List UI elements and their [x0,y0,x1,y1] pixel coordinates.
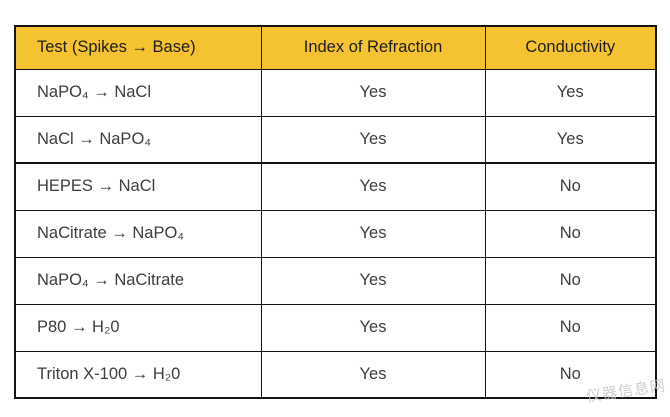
table-row: NaPO₄ → NaCl Yes Yes [14,68,657,117]
index-of-refraction-cell: Yes [260,350,486,399]
conductivity-cell: Yes [484,115,657,164]
table-row: NaPO₄ → NaCitrate Yes No [14,256,657,305]
table-row: NaCitrate → NaPO₄ Yes No [14,209,657,258]
test-cell: Triton X-100 → H₂0 [14,350,262,399]
table-row: P80 → H₂0 Yes No [14,303,657,352]
test-cell: NaCl → NaPO₄ [14,115,262,164]
conductivity-cell: No [484,209,657,258]
header-index-of-refraction: Index of Refraction [260,25,486,70]
index-of-refraction-cell: Yes [260,256,486,305]
table-row: NaCl → NaPO₄ Yes Yes [14,115,657,164]
conductivity-cell: No [484,162,657,211]
test-cell: HEPES → NaCl [14,162,262,211]
index-of-refraction-cell: Yes [260,209,486,258]
conductivity-cell: No [484,350,657,399]
conductivity-cell: Yes [484,68,657,117]
conductivity-cell: No [484,303,657,352]
table-row: Triton X-100 → H₂0 Yes No [14,350,657,399]
test-cell: P80 → H₂0 [14,303,262,352]
header-conductivity: Conductivity [484,25,657,70]
test-cell: NaPO₄ → NaCitrate [14,256,262,305]
index-of-refraction-cell: Yes [260,115,486,164]
header-test: Test (Spikes → Base) [14,25,262,70]
spike-test-table: Test (Spikes → Base) Index of Refraction… [14,25,657,399]
index-of-refraction-cell: Yes [260,68,486,117]
table-header-row: Test (Spikes → Base) Index of Refraction… [14,25,657,70]
test-cell: NaCitrate → NaPO₄ [14,209,262,258]
test-cell: NaPO₄ → NaCl [14,68,262,117]
index-of-refraction-cell: Yes [260,162,486,211]
conductivity-cell: No [484,256,657,305]
index-of-refraction-cell: Yes [260,303,486,352]
table-row: HEPES → NaCl Yes No [14,162,657,211]
